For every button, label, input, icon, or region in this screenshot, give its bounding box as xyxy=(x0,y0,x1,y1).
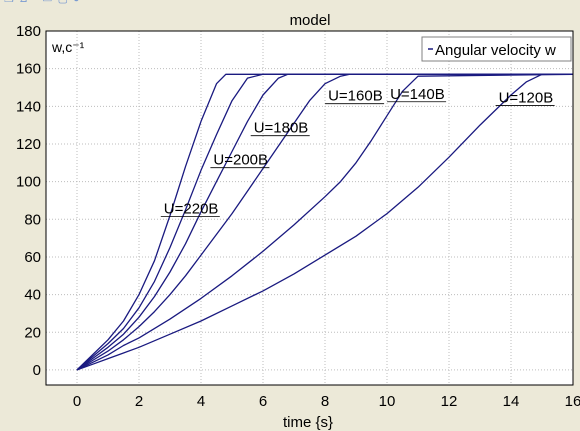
chart-title: model xyxy=(290,12,331,29)
x-tick-label: 2 xyxy=(135,393,143,410)
window-toolbar-strip: ❒ ⊿ ▫ ▭ ▢ ● xyxy=(0,0,580,8)
x-axis-label: time {s} xyxy=(283,414,333,431)
y-tick-label: 180 xyxy=(16,23,41,40)
y-tick-label: 80 xyxy=(24,211,41,228)
y-tick-label: 60 xyxy=(24,249,41,266)
legend-entry: Angular velocity w xyxy=(435,42,556,59)
y-tick-label: 20 xyxy=(24,324,41,341)
curve-label: U=140B xyxy=(390,86,445,103)
series-line-u-200b xyxy=(76,73,573,371)
curve-label: U=220B xyxy=(164,201,219,218)
curve-label: U=180B xyxy=(254,120,309,137)
y-tick-label: 120 xyxy=(16,136,41,153)
plot-frame xyxy=(45,30,574,386)
x-tick-label: 10 xyxy=(379,393,396,410)
series-line-u-180b xyxy=(76,73,573,371)
series-line-u-120b xyxy=(76,73,573,371)
toolbar-icons[interactable]: ❒ ⊿ ▫ ▭ ▢ ● xyxy=(4,0,81,5)
legend: Angular velocity w xyxy=(421,36,572,62)
y-tick-label: 0 xyxy=(33,362,41,379)
series-line-u-220b xyxy=(76,73,573,371)
y-tick-label: 140 xyxy=(16,98,41,115)
x-tick-label: 0 xyxy=(73,393,81,410)
y-tick-label: 100 xyxy=(16,174,41,191)
plot-background xyxy=(46,31,573,385)
x-tick-label: 8 xyxy=(321,393,329,410)
y-tick-label: 160 xyxy=(16,61,41,78)
y-tick-label: 40 xyxy=(24,287,41,304)
legend-box xyxy=(421,36,572,62)
curve-label: U=200B xyxy=(213,152,268,169)
x-tick-label: 4 xyxy=(197,393,205,410)
curve-label: U=160B xyxy=(328,88,383,105)
x-tick-label: 6 xyxy=(259,393,267,410)
x-tick-label: 14 xyxy=(503,393,520,410)
series-line-u-160b xyxy=(76,73,573,371)
series-line-u-140b xyxy=(76,73,574,371)
x-tick-label: 12 xyxy=(441,393,458,410)
x-tick-label: 16 xyxy=(565,393,580,410)
curve-label: U=120B xyxy=(499,90,554,107)
y-axis-label: w,c⁻¹ xyxy=(51,39,85,55)
